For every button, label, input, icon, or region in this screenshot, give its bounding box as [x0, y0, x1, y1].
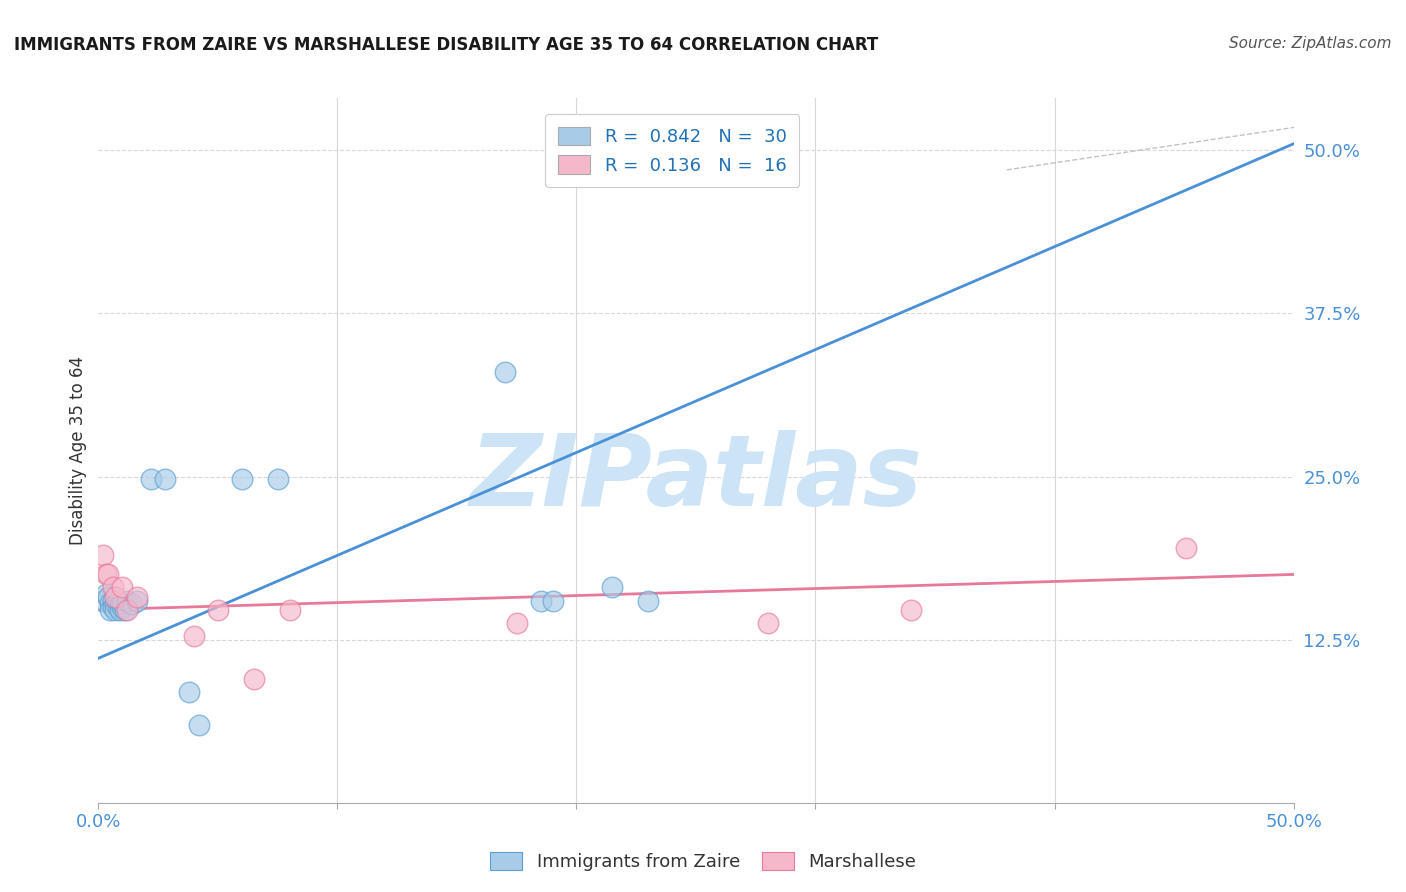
Point	[107, 600, 129, 615]
Point	[278, 602, 301, 616]
Point	[541, 593, 564, 607]
Point	[104, 602, 127, 616]
Point	[97, 590, 120, 604]
Point	[104, 598, 127, 612]
Point	[94, 587, 117, 601]
Point	[187, 717, 209, 731]
Point	[101, 600, 124, 615]
Point	[155, 472, 177, 486]
Point	[231, 472, 253, 486]
Point	[111, 600, 134, 615]
Point	[115, 602, 138, 616]
Point	[243, 672, 266, 686]
Text: ZIPatlas: ZIPatlas	[470, 430, 922, 527]
Point	[267, 472, 290, 486]
Point	[125, 593, 148, 607]
Text: IMMIGRANTS FROM ZAIRE VS MARSHALLESE DISABILITY AGE 35 TO 64 CORRELATION CHART: IMMIGRANTS FROM ZAIRE VS MARSHALLESE DIS…	[14, 36, 879, 54]
Point	[114, 602, 136, 616]
Point	[125, 590, 148, 604]
Point	[94, 567, 117, 582]
Point	[115, 593, 138, 607]
Point	[530, 593, 553, 607]
Point	[756, 615, 779, 630]
Point	[637, 593, 659, 607]
Point	[602, 581, 624, 595]
Point	[97, 567, 120, 582]
Point	[139, 472, 162, 486]
Point	[179, 685, 201, 699]
Point	[111, 596, 134, 610]
Point	[108, 598, 131, 612]
Point	[108, 602, 131, 616]
Point	[101, 581, 124, 595]
Point	[111, 581, 134, 595]
Legend: Immigrants from Zaire, Marshallese: Immigrants from Zaire, Marshallese	[482, 845, 924, 879]
Point	[101, 593, 124, 607]
Point	[104, 590, 127, 604]
Point	[91, 593, 114, 607]
Point	[121, 598, 143, 612]
Legend: R =  0.842   N =  30, R =  0.136   N =  16: R = 0.842 N = 30, R = 0.136 N = 16	[546, 114, 799, 187]
Point	[1175, 541, 1198, 556]
Text: Source: ZipAtlas.com: Source: ZipAtlas.com	[1229, 36, 1392, 51]
Point	[900, 602, 922, 616]
Y-axis label: Disability Age 35 to 64: Disability Age 35 to 64	[69, 356, 87, 545]
Point	[91, 548, 114, 562]
Point	[183, 629, 205, 643]
Point	[494, 365, 516, 379]
Point	[98, 602, 122, 616]
Point	[506, 615, 529, 630]
Point	[207, 602, 229, 616]
Point	[107, 593, 129, 607]
Point	[98, 596, 122, 610]
